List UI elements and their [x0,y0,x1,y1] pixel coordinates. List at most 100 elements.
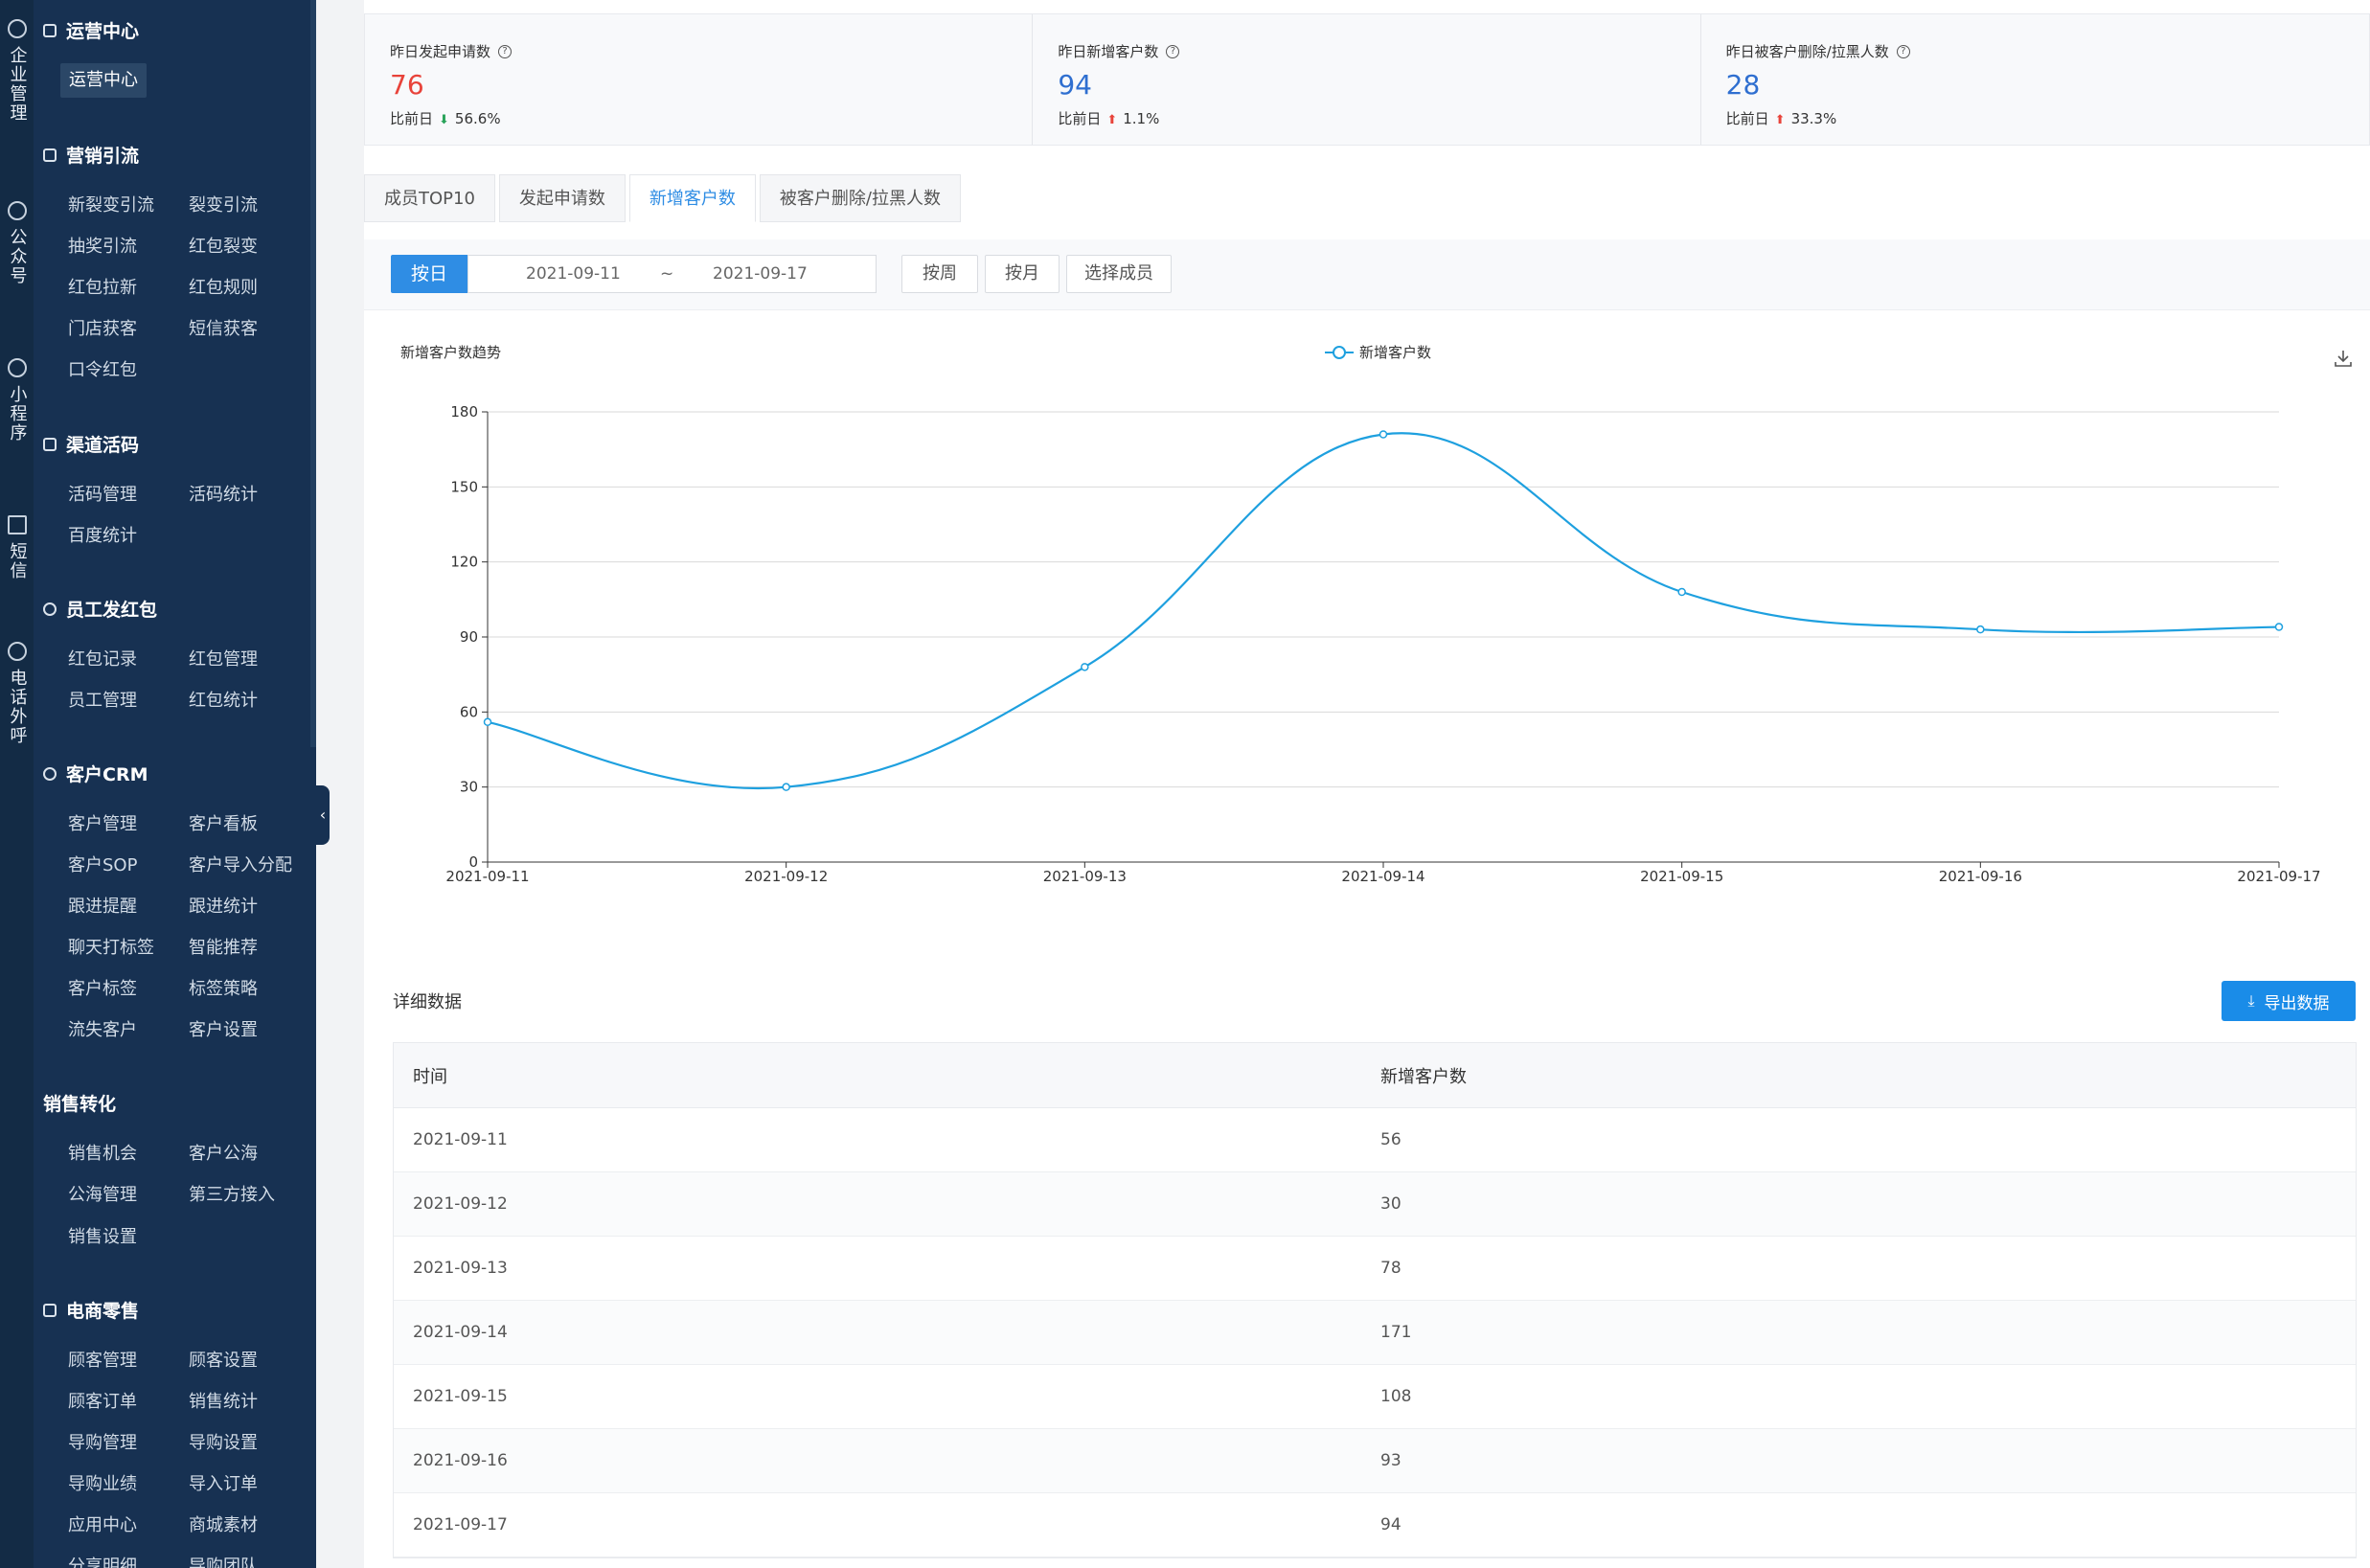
sidebar-item[interactable]: 公海管理 [68,1185,137,1205]
download-icon[interactable] [2334,349,2353,368]
cell-date: 2021-09-14 [413,1323,508,1342]
phone-icon [7,642,27,661]
sidebar-item[interactable]: 新裂变引流 [68,195,154,216]
sidebar-item[interactable]: 客户标签 [68,979,137,999]
sidebar-group-channel-code[interactable]: 渠道活码 [43,431,139,457]
sidebar-item[interactable]: 客户管理 [68,814,137,834]
group-label: 客户CRM [66,764,148,785]
tab-deleted-blocked[interactable]: 被客户删除/拉黑人数 [759,174,961,222]
sidebar-item[interactable]: 红包拉新 [68,278,137,298]
sidebar-item[interactable]: 导购设置 [189,1433,258,1453]
date-range-picker[interactable]: 2021-09-11 ~ 2021-09-17 [467,255,877,293]
sidebar-item[interactable]: 应用中心 [68,1515,137,1535]
sidebar-item[interactable]: 标签策略 [189,979,258,999]
sidebar-group-crm[interactable]: 客户CRM [43,761,148,786]
sidebar-item[interactable]: 聊天打标签 [68,938,154,958]
sidebar-item[interactable]: 百度统计 [68,526,137,546]
sidebar-item[interactable]: 口令红包 [68,360,137,380]
table-row: 2021-09-15 108 [394,1365,2356,1429]
compare-value: 1.1% [1123,110,1160,127]
sidebar-item[interactable]: 客户SOP [68,855,138,875]
rail-item-official-account[interactable]: 公众号 [0,201,34,285]
sidebar-group-sales[interactable]: 销售转化 [43,1090,116,1116]
compare-label: 比前日 [390,110,434,127]
sidebar-item[interactable]: 活码统计 [189,485,258,505]
sidebar-item[interactable]: 第三方接入 [189,1185,275,1205]
sidebar-item[interactable]: 商城素材 [189,1515,258,1535]
tab-panel: 按日 2021-09-11 ~ 2021-09-17 按周 按月 选择成员 0 3… [364,239,2370,1568]
export-data-button[interactable]: ⤓ 导出数据 [2222,981,2356,1021]
help-icon[interactable]: ? [1896,44,1910,58]
compare-value: 56.6% [454,110,501,127]
table-row: 2021-09-11 56 [394,1108,2356,1172]
sidebar-group-ecommerce[interactable]: 电商零售 [43,1297,139,1323]
tab-member-top10[interactable]: 成员TOP10 [364,174,495,222]
sidebar-item[interactable]: 跟进统计 [189,897,258,917]
sidebar-item[interactable]: 短信获客 [189,319,258,339]
sidebar-item[interactable]: 导购管理 [68,1433,137,1453]
sidebar-item[interactable]: 客户设置 [189,1020,258,1040]
stat-card-new-customers: 昨日新增客户数? 94 比前日 ⬆ 1.1% [1033,14,1701,145]
sidebar-item[interactable]: 顾客管理 [68,1351,137,1371]
sidebar-item[interactable]: 分享明细 [68,1557,137,1568]
sidebar-item[interactable]: 智能推荐 [189,938,258,958]
table-row: 2021-09-12 30 [394,1172,2356,1237]
sidebar-item[interactable]: 门店获客 [68,319,137,339]
sidebar-item[interactable]: 活码管理 [68,485,137,505]
sidebar-item[interactable]: 销售统计 [189,1392,258,1412]
select-member-button[interactable]: 选择成员 [1066,255,1172,293]
x-tick-label: 2021-09-13 [1043,868,1127,885]
sidebar-item[interactable]: 客户看板 [189,814,258,834]
sidebar-item[interactable]: 顾客设置 [189,1351,258,1371]
sidebar-item[interactable]: 红包统计 [189,691,258,711]
y-tick-label: 30 [460,779,478,796]
sidebar-item[interactable]: 员工管理 [68,691,137,711]
tab-applications[interactable]: 发起申请数 [498,174,626,222]
group-label: 运营中心 [66,21,140,42]
start-date[interactable]: 2021-09-11 [526,264,621,284]
table-header: 时间 新增客户数 [394,1043,2356,1108]
sidebar-item[interactable]: 抽奖引流 [68,237,137,257]
sidebar-item[interactable]: 裂变引流 [189,195,258,216]
by-month-button[interactable]: 按月 [985,255,1060,293]
sidebar-item[interactable]: 跟进提醒 [68,897,137,917]
sidebar-group-ops[interactable]: 运营中心 [43,17,139,43]
sidebar-item[interactable]: 顾客订单 [68,1392,137,1412]
sidebar-item[interactable]: 红包管理 [189,649,258,670]
end-date[interactable]: 2021-09-17 [713,264,808,284]
tab-bar: 成员TOP10 发起申请数 新增客户数 被客户删除/拉黑人数 [364,174,965,222]
help-icon[interactable]: ? [1166,44,1180,58]
sidebar-group-marketing[interactable]: 营销引流 [43,142,139,168]
sidebar-item-ops-center[interactable]: 运营中心 [60,63,147,98]
stat-compare: 比前日 ⬇ 56.6% [390,108,1007,128]
by-week-button[interactable]: 按周 [901,255,978,293]
rail-label: 小程序 [7,385,28,443]
stats-bar: 昨日发起申请数? 76 比前日 ⬇ 56.6% 昨日新增客户数? 94 比前日 ⬆ 1.… [364,13,2370,146]
x-tick-label: 2021-09-17 [2237,868,2320,885]
home-icon [43,23,57,37]
sidebar-group-staff-redpacket[interactable]: 员工发红包 [43,596,157,622]
sidebar-item[interactable]: 导购业绩 [68,1474,137,1494]
sidebar-item[interactable]: 客户导入分配 [189,855,292,875]
sidebar-item[interactable]: 导入订单 [189,1474,258,1494]
by-day-button[interactable]: 按日 [391,255,467,293]
y-tick-label: 120 [450,554,478,571]
y-tick-label: 0 [468,853,478,871]
sidebar-item[interactable]: 红包记录 [68,649,137,670]
sidebar-item[interactable]: 销售设置 [68,1227,137,1247]
sidebar-item[interactable]: 红包规则 [189,278,258,298]
chart-legend[interactable]: 新增客户数 [1325,342,1431,362]
rail-item-sms[interactable]: 短信 [0,515,34,580]
sidebar-item[interactable]: 红包裂变 [189,237,258,257]
sidebar-item[interactable]: 客户公海 [189,1144,258,1164]
sidebar-item[interactable]: 导购团队 [189,1557,258,1568]
tab-new-customers[interactable]: 新增客户数 [628,174,756,222]
sidebar-item[interactable]: 销售机会 [68,1144,137,1164]
rail-item-mini-program[interactable]: 小程序 [0,358,34,443]
rail-item-phone[interactable]: 电话外呼 [0,642,34,745]
rail-item-enterprise[interactable]: 企业管理 [0,19,34,123]
help-icon[interactable]: ? [498,44,513,58]
sidebar-scrollbar[interactable] [310,0,316,747]
sidebar-item[interactable]: 流失客户 [68,1020,137,1040]
collapse-sidebar-button[interactable]: ‹ [316,785,330,845]
